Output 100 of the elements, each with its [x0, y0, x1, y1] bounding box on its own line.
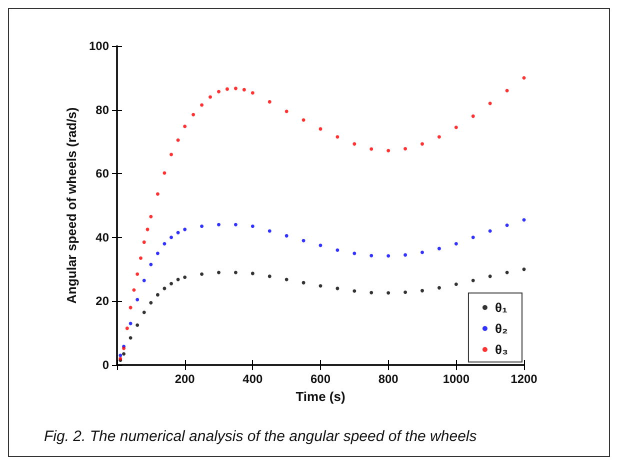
y-tick-label: 0 — [102, 358, 110, 372]
point — [170, 282, 174, 286]
point — [142, 240, 146, 244]
point — [125, 326, 129, 330]
point — [156, 252, 160, 256]
point — [250, 91, 254, 95]
point — [170, 152, 174, 156]
point — [318, 284, 322, 288]
point — [370, 147, 374, 151]
point — [352, 142, 356, 146]
point — [404, 146, 408, 150]
legend-label: θ₃ — [494, 342, 508, 357]
point — [142, 278, 146, 282]
point — [522, 76, 526, 80]
point — [437, 135, 441, 139]
point — [284, 110, 288, 114]
point — [170, 236, 174, 240]
point — [149, 262, 153, 266]
point — [471, 278, 475, 282]
point — [370, 254, 374, 258]
point — [136, 323, 140, 327]
point — [336, 135, 340, 139]
point — [352, 289, 356, 293]
point — [488, 102, 492, 106]
point — [162, 242, 166, 246]
point — [420, 142, 424, 146]
legend-label: θ₂ — [494, 321, 508, 336]
point — [217, 222, 220, 226]
point — [420, 250, 424, 254]
point — [156, 192, 160, 196]
point — [522, 218, 526, 222]
point — [146, 228, 150, 232]
point — [217, 90, 220, 94]
y-tick-label: 40 — [96, 230, 110, 244]
point — [471, 236, 475, 240]
point — [420, 288, 424, 292]
point — [386, 254, 390, 258]
point — [488, 274, 492, 278]
point — [318, 244, 322, 248]
x-tick-label: 200 — [174, 372, 196, 386]
point — [471, 114, 475, 118]
point — [128, 306, 132, 310]
y-tick-label: 80 — [96, 102, 110, 117]
point — [183, 228, 187, 232]
point — [149, 214, 153, 218]
point — [136, 272, 140, 276]
point — [200, 224, 204, 228]
point — [437, 286, 441, 290]
point — [268, 229, 272, 233]
point — [149, 301, 153, 305]
point — [176, 230, 180, 234]
point — [268, 100, 272, 104]
point — [200, 272, 204, 276]
x-tick-label: 1200 — [510, 372, 538, 386]
point — [336, 286, 340, 290]
point — [234, 270, 238, 274]
point — [352, 252, 356, 256]
point — [505, 224, 509, 228]
point — [386, 148, 390, 152]
point — [183, 276, 187, 280]
point — [454, 282, 458, 286]
point — [488, 229, 492, 233]
point — [156, 293, 160, 297]
point — [192, 112, 196, 116]
point — [234, 222, 238, 226]
point — [225, 87, 229, 91]
point — [522, 268, 526, 272]
point — [336, 248, 340, 252]
point — [386, 291, 390, 295]
point — [176, 138, 180, 142]
x-tick-label: 600 — [310, 372, 331, 386]
point — [268, 274, 272, 278]
caption: Fig. 2. The numerical analysis of the angular speed of the wheels — [44, 428, 477, 445]
y-tick-label: 20 — [96, 294, 110, 308]
x-tick-label: 800 — [378, 372, 399, 386]
point — [302, 238, 306, 242]
point — [242, 88, 246, 92]
y-axis-title: Angular speed of wheels (rad/s) — [64, 107, 80, 304]
x-tick-label: 400 — [242, 372, 263, 386]
point — [505, 88, 509, 92]
x-tick-label: 1000 — [442, 372, 470, 386]
point — [136, 298, 140, 302]
point — [370, 290, 374, 294]
point — [454, 126, 458, 130]
point — [404, 253, 408, 257]
y-tick-label: 100 — [88, 39, 110, 53]
point — [183, 124, 187, 128]
point — [122, 352, 126, 356]
point — [142, 310, 146, 314]
y-tick-label: 60 — [96, 166, 110, 181]
point — [437, 246, 441, 250]
point — [138, 256, 142, 260]
point — [302, 280, 306, 284]
point — [217, 270, 220, 274]
point — [208, 95, 212, 99]
x-axis-title: Time (s) — [296, 388, 346, 404]
point — [250, 224, 254, 228]
point — [284, 234, 288, 238]
point — [404, 290, 408, 294]
point — [250, 272, 254, 276]
